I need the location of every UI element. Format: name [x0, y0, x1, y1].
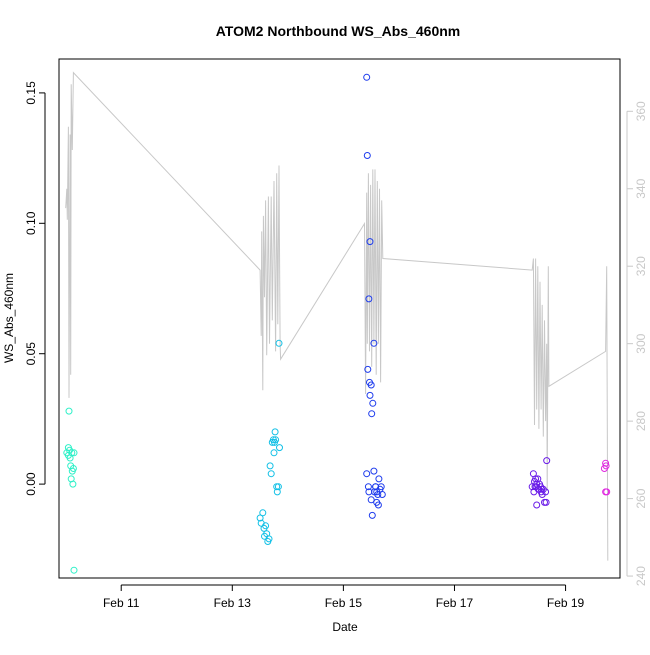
data-point: [367, 496, 375, 504]
data-point: [602, 462, 610, 470]
plot-area: Feb 11 Feb 13 Feb 15 Feb 17 Feb 19 0.00 0.05 0.…: [24, 58, 648, 610]
data-point: [378, 491, 386, 498]
x-axis-label: Date: [332, 620, 358, 634]
series-line: [65, 71, 609, 561]
plot-frame: [58, 58, 621, 579]
data-point: [369, 399, 377, 407]
y2-tick-label: 280: [634, 411, 648, 431]
data-point: [364, 365, 372, 373]
data-point: [375, 475, 383, 483]
data-point: [364, 483, 372, 491]
data-point: [70, 566, 78, 574]
data-point: [271, 428, 279, 436]
y-tick-label: 0.10: [24, 211, 38, 235]
data-point: [532, 475, 540, 483]
data-point: [372, 483, 380, 491]
data-point: [366, 238, 374, 246]
data-point: [602, 459, 610, 467]
data-point: [65, 407, 73, 415]
data-point: [530, 488, 538, 496]
x-tick-label: Feb 15: [325, 596, 363, 610]
data-point: [543, 457, 551, 465]
y2-tick-label: 240: [634, 566, 648, 586]
data-point: [276, 444, 283, 452]
data-point: [542, 498, 550, 506]
data-point: [368, 410, 376, 418]
data-point: [272, 436, 280, 444]
chart-title: ATOM2 Northbound WS_Abs_460nm: [216, 23, 461, 39]
data-point: [69, 465, 77, 472]
data-point: [267, 470, 275, 478]
data-point: [368, 511, 376, 519]
y-tick-label: 0.00: [24, 472, 38, 496]
y2-tick-label: 320: [634, 256, 648, 276]
y2-tick-label: 260: [634, 488, 648, 508]
data-point: [370, 467, 378, 475]
y-tick-label: 0.15: [24, 81, 38, 105]
data-point: [69, 480, 77, 488]
data-point: [259, 509, 267, 517]
data-point: [363, 470, 371, 478]
data-point: [363, 73, 371, 81]
data-point: [366, 391, 374, 399]
y2-tick-label: 300: [634, 333, 648, 353]
data-point: [262, 522, 270, 530]
data-point: [374, 501, 382, 509]
data-point: [273, 488, 281, 496]
data-point: [70, 449, 78, 457]
y2-tick-label: 360: [634, 101, 648, 121]
x-tick-label: Feb 19: [547, 596, 585, 610]
data-point: [365, 295, 373, 303]
data-point: [367, 381, 375, 389]
data-point: [274, 483, 282, 491]
data-point: [538, 485, 546, 493]
data-point: [275, 339, 283, 347]
data-point: [370, 339, 378, 347]
x-tick-label: Feb 13: [214, 596, 252, 610]
data-point: [371, 488, 378, 496]
data-point: [603, 488, 611, 496]
data-point: [363, 152, 371, 159]
data-point: [270, 449, 278, 457]
y-axis-label: WS_Abs_460nm: [2, 273, 16, 363]
y-tick-label: 0.05: [24, 342, 38, 366]
y2-tick-label: 340: [634, 178, 648, 198]
data-point: [533, 501, 541, 509]
data-point: [265, 535, 273, 543]
data-point: [68, 449, 76, 457]
data-point: [266, 462, 274, 470]
x-tick-label: Feb 17: [436, 596, 474, 610]
x-tick-label: Feb 11: [103, 596, 140, 610]
